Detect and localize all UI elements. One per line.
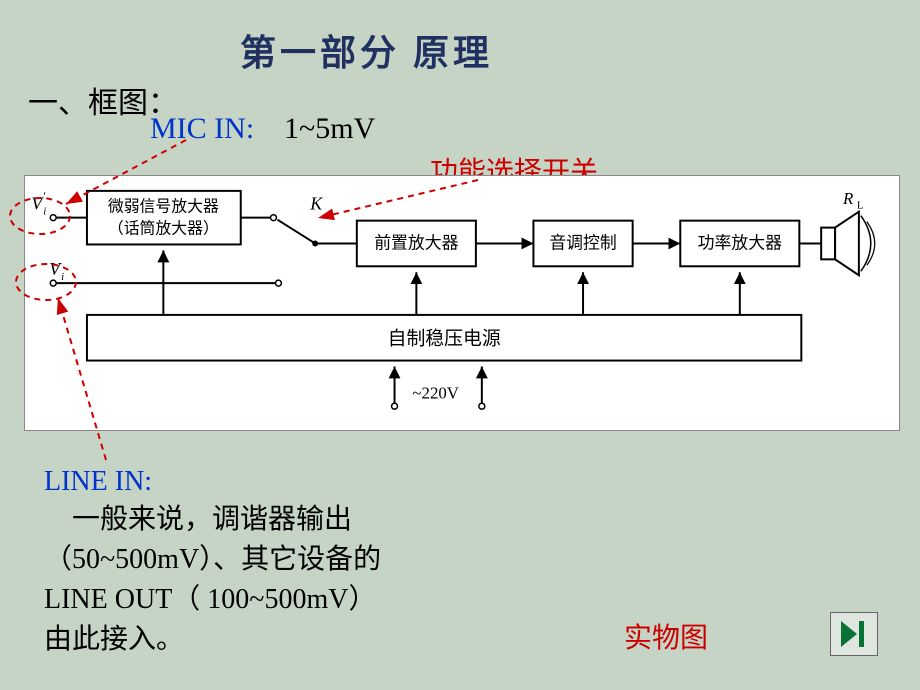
next-icon (837, 617, 871, 651)
svg-text:i: i (43, 206, 46, 218)
next-slide-button[interactable] (830, 612, 878, 656)
line-in-description: 一般来说，调谐器输出（50~500mV）、其它设备的 LINE OUT（ 100… (44, 500, 484, 660)
svg-text:自制稳压电源: 自制稳压电源 (388, 328, 501, 350)
svg-text:i: i (61, 271, 64, 283)
block-diagram: 微弱信号放大器 （话筒放大器） 前置放大器 音调控制 功率放大器 自制稳压电源 … (24, 175, 900, 431)
svg-text:音调控制: 音调控制 (549, 233, 616, 252)
svg-text:K: K (309, 194, 323, 214)
svg-text:功率放大器: 功率放大器 (698, 233, 782, 252)
svg-text:微弱信号放大器: 微弱信号放大器 (108, 198, 219, 216)
line-in-label: LINE IN: (44, 466, 152, 498)
svg-text:（话筒放大器）: （话筒放大器） (108, 220, 219, 238)
mic-in-label: MIC IN: (150, 112, 254, 146)
svg-text:R: R (842, 189, 854, 208)
svg-text:L: L (857, 200, 864, 212)
page-title: 第一部分 原理 (240, 24, 493, 76)
svg-text:前置放大器: 前置放大器 (374, 233, 458, 252)
diagram-svg: 微弱信号放大器 （话筒放大器） 前置放大器 音调控制 功率放大器 自制稳压电源 … (25, 176, 899, 430)
real-image-link[interactable]: 实物图 (624, 616, 708, 656)
svg-text:~220V: ~220V (412, 383, 459, 402)
mic-in-value: 1~5mV (284, 112, 375, 146)
svg-text:′: ′ (43, 189, 46, 203)
